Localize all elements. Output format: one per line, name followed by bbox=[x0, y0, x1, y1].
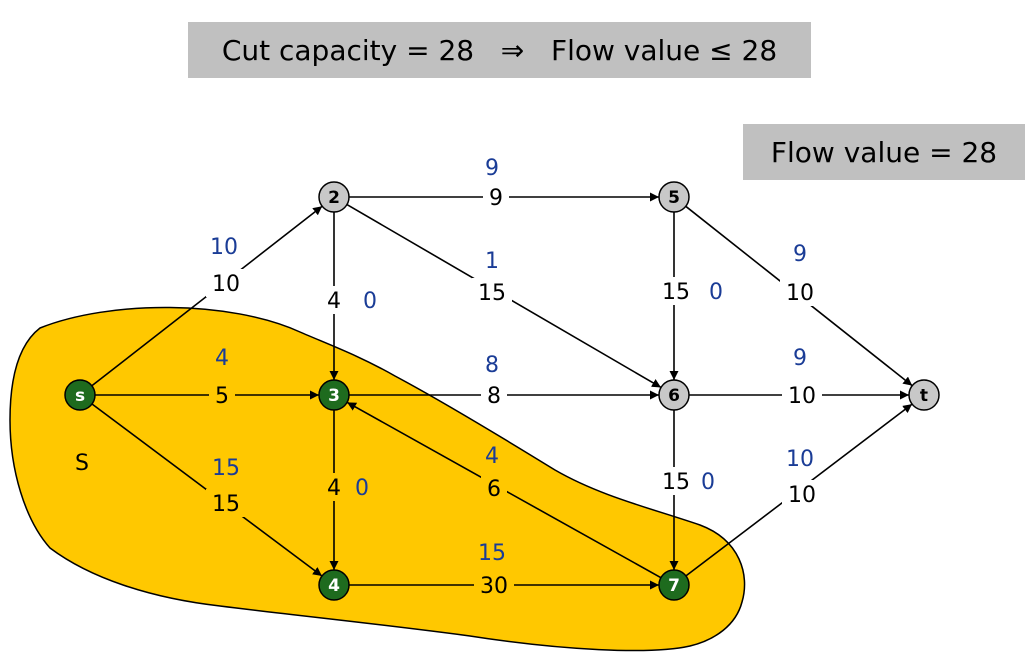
flow-label-2-5: 9 bbox=[485, 156, 499, 181]
edge-label-backing bbox=[209, 381, 235, 409]
capacity-label-5-6: 15 bbox=[662, 280, 690, 305]
edge-label-backing bbox=[483, 183, 509, 211]
capacity-label-6-7: 15 bbox=[662, 470, 690, 495]
flow-label-7-t: 10 bbox=[786, 447, 814, 472]
node-label-7: 7 bbox=[668, 576, 680, 596]
flow-label-6-7: 0 bbox=[701, 470, 715, 495]
edge-label-backing bbox=[782, 480, 822, 508]
node-label-t: t bbox=[920, 386, 928, 406]
node-4 bbox=[318, 569, 350, 601]
node-label-5: 5 bbox=[668, 188, 680, 208]
edge-label-backing bbox=[321, 286, 347, 314]
capacity-label-7-t: 10 bbox=[788, 483, 816, 508]
edge-label-backing bbox=[780, 278, 820, 306]
capacity-label-2-5: 9 bbox=[489, 186, 503, 211]
flow-label-5-t: 9 bbox=[793, 242, 807, 267]
cut-capacity-banner: Cut capacity = 28 ⇒ Flow value ≤ 28 bbox=[188, 22, 811, 78]
node-label-3: 3 bbox=[328, 386, 340, 406]
edge-label-backing bbox=[474, 571, 514, 599]
node-2 bbox=[318, 181, 350, 213]
set-s-label: S bbox=[75, 451, 89, 476]
flow-label-6-t: 9 bbox=[793, 346, 807, 371]
capacity-label-2-3: 4 bbox=[327, 289, 341, 314]
flow-label-7-3: 4 bbox=[485, 444, 499, 469]
node-7 bbox=[658, 569, 690, 601]
flow-label-4-7: 15 bbox=[478, 541, 506, 566]
edge-label-backing bbox=[206, 269, 246, 297]
capacity-label-4-7: 30 bbox=[480, 574, 508, 599]
edge-label-backing bbox=[481, 381, 507, 409]
capacity-label-s-2: 10 bbox=[212, 272, 240, 297]
node-label-4: 4 bbox=[328, 576, 340, 596]
capacity-label-7-3: 6 bbox=[487, 477, 501, 502]
capacity-label-5-t: 10 bbox=[786, 281, 814, 306]
node-s bbox=[64, 379, 96, 411]
capacity-label-6-t: 10 bbox=[788, 384, 816, 409]
node-5 bbox=[658, 181, 690, 213]
flow-label-3-4: 0 bbox=[355, 476, 369, 501]
capacity-label-s-3: 5 bbox=[215, 384, 229, 409]
capacity-label-3-6: 8 bbox=[487, 384, 501, 409]
edge-label-backing bbox=[656, 467, 696, 495]
edge-label-backing bbox=[206, 489, 246, 517]
edge-label-backing bbox=[472, 278, 512, 306]
capacity-label-2-6: 15 bbox=[478, 281, 506, 306]
node-6 bbox=[658, 379, 690, 411]
flow-label-3-6: 8 bbox=[485, 353, 499, 378]
node-3 bbox=[318, 379, 350, 411]
edge-label-backing bbox=[656, 277, 696, 305]
capacity-label-s-4: 15 bbox=[212, 492, 240, 517]
cut-region bbox=[9, 306, 746, 652]
node-label-s: s bbox=[75, 386, 85, 406]
flow-label-2-6: 1 bbox=[485, 249, 499, 274]
edge-label-backing bbox=[782, 381, 822, 409]
flow-label-s-4: 15 bbox=[212, 456, 240, 481]
flow-value-banner: Flow value = 28 bbox=[743, 124, 1025, 180]
flow-label-s-3: 4 bbox=[215, 346, 229, 371]
edge-label-backing bbox=[321, 473, 347, 501]
node-label-6: 6 bbox=[668, 386, 680, 406]
flow-label-2-3: 0 bbox=[363, 289, 377, 314]
edge-label-backing bbox=[481, 474, 507, 502]
node-t bbox=[908, 379, 940, 411]
capacity-label-3-4: 4 bbox=[327, 476, 341, 501]
flow-label-s-2: 10 bbox=[210, 235, 238, 260]
node-label-2: 2 bbox=[328, 188, 340, 208]
flow-label-5-6: 0 bbox=[709, 280, 723, 305]
